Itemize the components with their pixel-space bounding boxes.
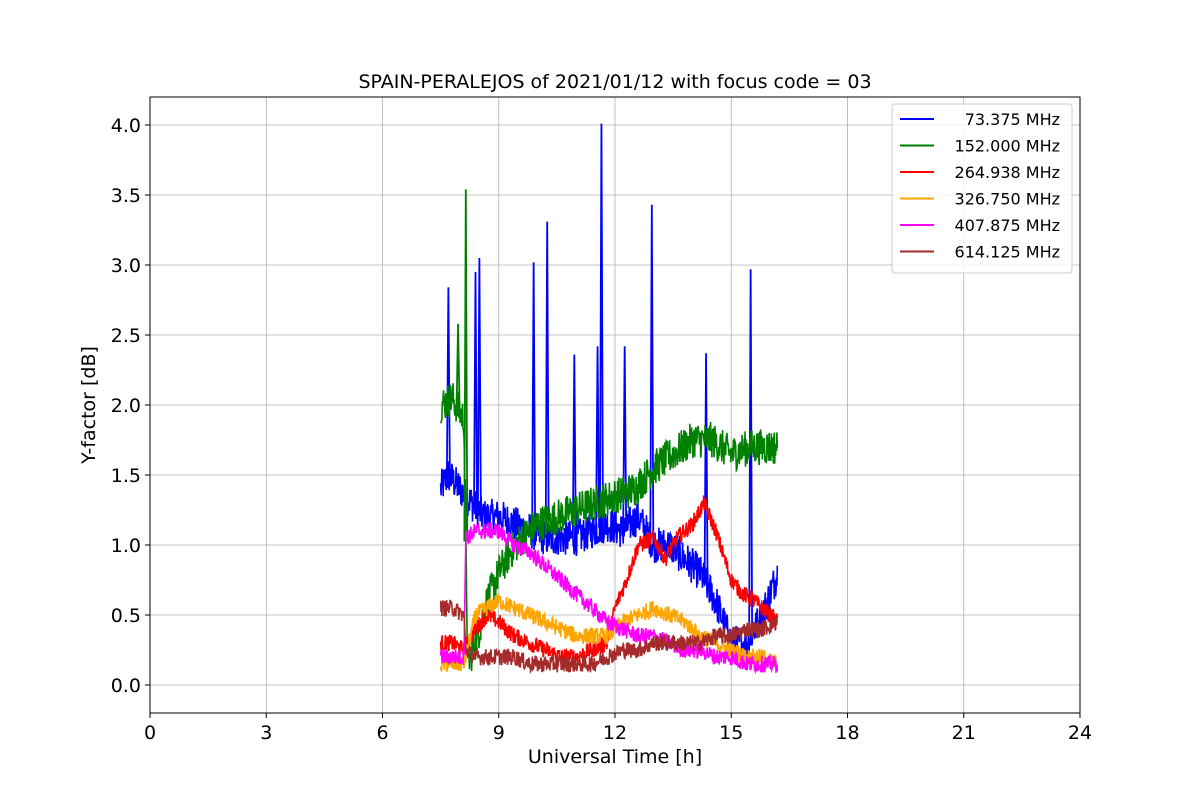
- series-spike: [748, 269, 754, 637]
- x-tick-label: 21: [952, 722, 976, 744]
- x-tick-label: 12: [603, 722, 627, 744]
- series-spike: [463, 189, 469, 542]
- legend-box: [891, 103, 1073, 274]
- legend-label: 407.875 MHz: [955, 216, 1060, 235]
- series-spike: [476, 257, 482, 513]
- series-3: [439, 593, 779, 673]
- legend-label: 614.125 MHz: [955, 243, 1060, 262]
- x-tick-label: 24: [1068, 722, 1092, 744]
- series-spike: [649, 204, 655, 542]
- y-tick-label: 4.0: [111, 115, 141, 137]
- y-tick-label: 2.5: [111, 325, 141, 347]
- series-line: [439, 520, 779, 675]
- x-tick-label: 0: [144, 722, 156, 744]
- y-axis-label: Y-factor [dB]: [78, 346, 100, 465]
- x-tick-label: 18: [835, 722, 859, 744]
- y-tick-label: 2.0: [111, 395, 141, 417]
- y-tick-label: 3.5: [111, 185, 141, 207]
- x-tick-label: 3: [260, 722, 272, 744]
- legend-label: 264.938 MHz: [955, 163, 1060, 182]
- chart-title: SPAIN-PERALEJOS of 2021/01/12 with focus…: [358, 71, 871, 93]
- x-ticks: 0 3 6 9 12 15 18 21 24: [144, 713, 1092, 744]
- legend-label: 152.000 MHz: [955, 137, 1060, 156]
- y-tick-label: 0.0: [111, 675, 141, 697]
- series-line: [439, 593, 779, 673]
- x-tick-label: 9: [493, 722, 505, 744]
- legend-label: 73.375 MHz: [965, 110, 1060, 129]
- y-ticks: 0.0 0.5 1.0 1.5 2.0 2.5 3.0 3.5 4.0: [111, 115, 150, 697]
- series-4: [439, 520, 779, 675]
- series-spike: [531, 262, 537, 533]
- series-layer: [439, 123, 779, 675]
- series-line: [439, 461, 779, 663]
- series-5: [439, 599, 779, 675]
- series-spike: [622, 346, 628, 530]
- legend: 73.375 MHz 152.000 MHz 264.938 MHz 326.750 …: [891, 103, 1073, 274]
- y-tick-label: 3.0: [111, 255, 141, 277]
- series-spike: [595, 346, 600, 529]
- x-tick-label: 6: [376, 722, 388, 744]
- y-tick-label: 1.0: [111, 535, 141, 557]
- series-spike: [455, 323, 461, 409]
- y-tick-label: 0.5: [111, 605, 141, 627]
- series-spike: [599, 123, 604, 527]
- series-spike: [544, 221, 550, 539]
- y-tick-label: 1.5: [111, 465, 141, 487]
- series-spike: [571, 354, 577, 539]
- series-1: [439, 189, 779, 672]
- series-line: [439, 383, 779, 672]
- x-tick-label: 15: [719, 722, 743, 744]
- series-line: [439, 599, 779, 675]
- legend-label: 326.750 MHz: [955, 190, 1060, 209]
- x-axis-label: Universal Time [h]: [528, 746, 702, 768]
- series-spike: [473, 271, 478, 508]
